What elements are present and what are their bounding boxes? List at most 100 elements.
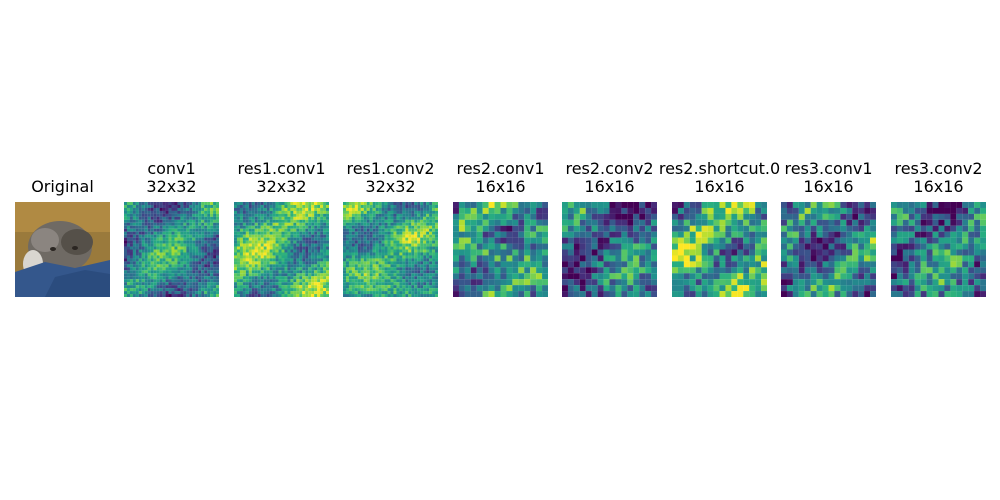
- heatmap-cell: [950, 279, 957, 286]
- heatmap-cell: [156, 285, 160, 289]
- heatmap-cell: [387, 291, 391, 295]
- heatmap-cell: [251, 291, 255, 295]
- heatmap-cell: [968, 291, 975, 297]
- heatmap-cell: [375, 228, 379, 232]
- heatmap-cell: [426, 231, 430, 235]
- heatmap-cell: [177, 249, 181, 253]
- heatmap-cell: [296, 273, 300, 277]
- heatmap-cell: [138, 216, 142, 220]
- heatmap-cell: [260, 276, 264, 280]
- heatmap-cell: [296, 225, 300, 229]
- heatmap-cell: [677, 261, 684, 268]
- heatmap-cell: [609, 249, 616, 256]
- heatmap-cell: [420, 207, 424, 211]
- heatmap-cell: [299, 202, 303, 206]
- heatmap-cell: [281, 282, 285, 286]
- heatmap-cell: [183, 246, 187, 250]
- heatmap-cell: [213, 202, 217, 206]
- heatmap-cell: [506, 279, 513, 286]
- heatmap-cell: [284, 246, 288, 250]
- heatmap-cell: [639, 249, 646, 256]
- heatmap-cell: [308, 202, 312, 206]
- heatmap-cell: [914, 279, 921, 286]
- heatmap-cell: [254, 219, 258, 223]
- heatmap-cell: [816, 249, 823, 256]
- heatmap-cell: [183, 255, 187, 259]
- heatmap-cell: [372, 240, 376, 244]
- heatmap-cell: [171, 222, 175, 226]
- heatmap-cell: [308, 261, 312, 265]
- heatmap-cell: [476, 279, 483, 286]
- heatmap-cell: [405, 240, 409, 244]
- heatmap-cell: [962, 255, 969, 262]
- heatmap-cell: [132, 258, 136, 262]
- heatmap-cell: [938, 285, 945, 292]
- heatmap-cell: [263, 273, 267, 277]
- heatmap-cell: [432, 222, 436, 226]
- heatmap-cell: [974, 225, 981, 232]
- heatmap-cell: [408, 243, 412, 247]
- heatmap-cell: [266, 234, 270, 238]
- heatmap-cell: [126, 210, 130, 214]
- heatmap-cell: [305, 243, 309, 247]
- layer-name: res3.conv2: [894, 159, 983, 178]
- heatmap-cell: [351, 258, 355, 262]
- heatmap-cell: [299, 276, 303, 280]
- heatmap-cell: [269, 267, 273, 271]
- heatmap-cell: [354, 240, 358, 244]
- heatmap-cell: [494, 213, 501, 220]
- heatmap-cell: [239, 216, 243, 220]
- heatmap-cell: [542, 249, 548, 256]
- heatmap-cell: [245, 202, 249, 206]
- heatmap-cell: [254, 213, 258, 217]
- heatmap-cell: [302, 210, 306, 214]
- heatmap-cell: [141, 237, 145, 241]
- heatmap-cell: [743, 255, 750, 262]
- heatmap-cell: [908, 231, 915, 238]
- heatmap-cell: [645, 249, 652, 256]
- heatmap-cell: [239, 225, 243, 229]
- heatmap-cell: [132, 228, 136, 232]
- heatmap-cell: [737, 207, 744, 214]
- heatmap-cell: [852, 202, 859, 208]
- heatmap-cell: [476, 237, 483, 244]
- heatmap-cell: [840, 225, 847, 232]
- heatmap-cell: [348, 276, 352, 280]
- heatmap-cell: [573, 237, 580, 244]
- heatmap-cell: [156, 231, 160, 235]
- heatmap-cell: [150, 279, 154, 283]
- heatmap-cell: [749, 219, 756, 226]
- heatmap-cell: [308, 237, 312, 241]
- heatmap-cell: [317, 273, 321, 277]
- heatmap-cell: [201, 222, 205, 226]
- heatmap-cell: [195, 261, 199, 265]
- heatmap-cell: [153, 210, 157, 214]
- heatmap-cell: [363, 216, 367, 220]
- heatmap-cell: [506, 202, 513, 208]
- heatmap-cell: [968, 213, 975, 220]
- heatmap-cell: [284, 282, 288, 286]
- heatmap-cell: [326, 204, 329, 208]
- heatmap-cell: [633, 279, 640, 286]
- heatmap-cell: [891, 267, 897, 274]
- heatmap-cell: [343, 288, 347, 292]
- heatmap-cell: [435, 279, 438, 283]
- heatmap-cell: [174, 276, 178, 280]
- heatmap-cell: [755, 279, 762, 286]
- heatmap-cell: [177, 202, 181, 206]
- heatmap-cell: [290, 261, 294, 265]
- heatmap-cell: [305, 216, 309, 220]
- heatmap-cell: [201, 219, 205, 223]
- heatmap-cell: [432, 225, 436, 229]
- heatmap-cell: [260, 285, 264, 289]
- heatmap-cell: [135, 240, 139, 244]
- heatmap-cell: [968, 267, 975, 274]
- heatmap-cell: [414, 246, 418, 250]
- heatmap-cell: [408, 219, 412, 223]
- heatmap-cell: [512, 285, 519, 292]
- heatmap-cell: [124, 288, 128, 292]
- heatmap-cell: [695, 202, 702, 208]
- heatmap-cell: [357, 252, 361, 256]
- heatmap-cell: [239, 207, 243, 211]
- heatmap-cell: [323, 219, 327, 223]
